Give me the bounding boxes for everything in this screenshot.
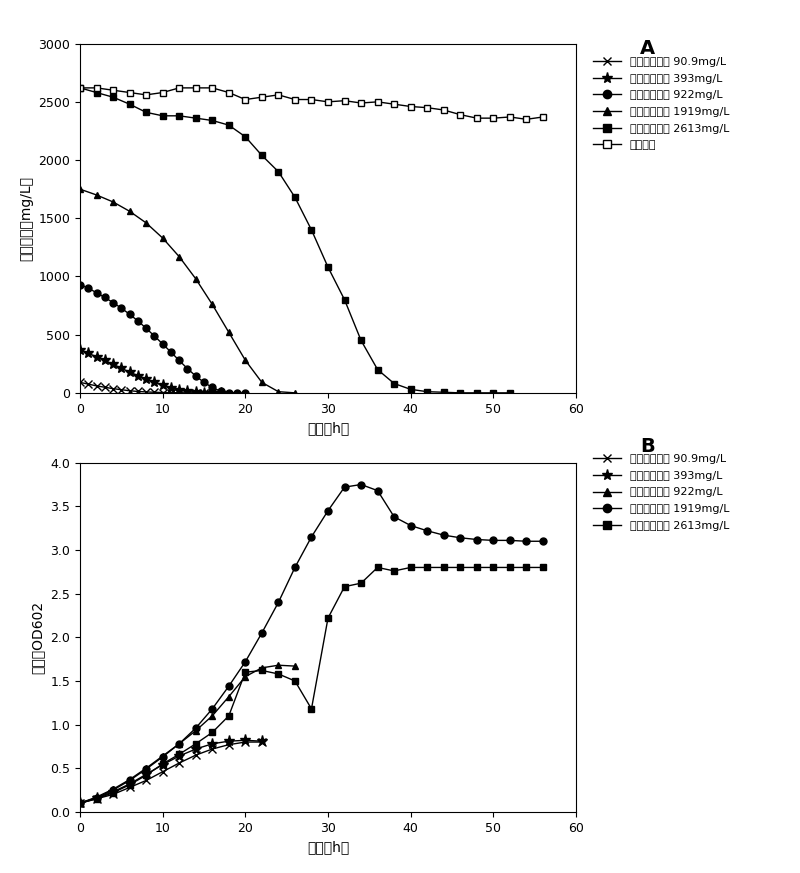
Legend: 吵啊初始浓度 90.9mg/L, 吵啊初始浓度 393mg/L, 吵啊初始浓度 922mg/L, 吵啊初始浓度 1919mg/L, 吵啊初始浓度 2613mg/: 吵啊初始浓度 90.9mg/L, 吵啊初始浓度 393mg/L, 吵啊初始浓度 … (590, 450, 732, 534)
Legend: 吵啊初始浓度 90.9mg/L, 吵啊初始浓度 393mg/L, 吵啊初始浓度 922mg/L, 吵啊初始浓度 1919mg/L, 吵啊初始浓度 2613mg/: 吵啊初始浓度 90.9mg/L, 吵啊初始浓度 393mg/L, 吵啊初始浓度 … (590, 53, 732, 154)
X-axis label: 时间（h）: 时间（h） (307, 421, 349, 435)
Text: A: A (640, 39, 655, 58)
Y-axis label: 菌密度OD602: 菌密度OD602 (30, 601, 45, 674)
Y-axis label: 吵啊浓度（mg/L）: 吵啊浓度（mg/L） (19, 175, 33, 261)
Text: B: B (640, 436, 654, 456)
X-axis label: 时间（h）: 时间（h） (307, 840, 349, 854)
